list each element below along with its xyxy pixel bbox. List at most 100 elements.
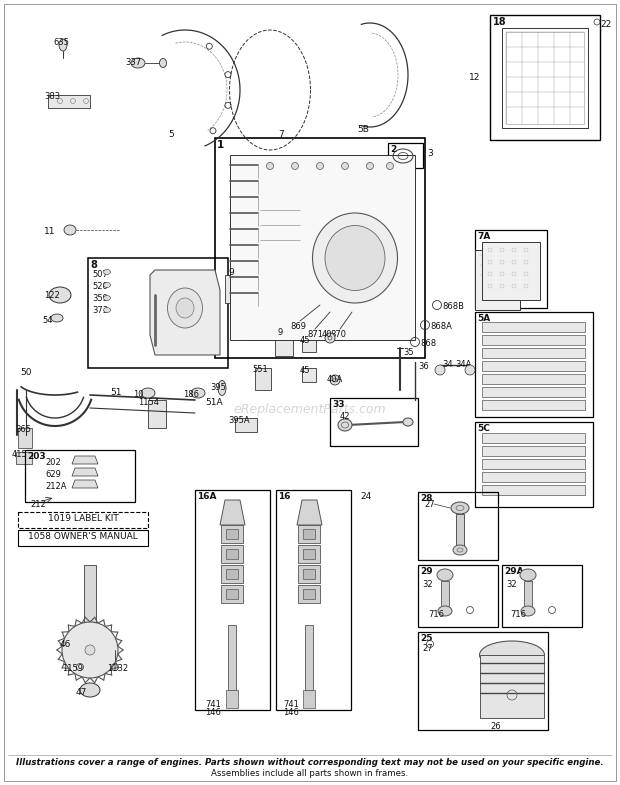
Text: 16A: 16A <box>197 492 216 501</box>
Ellipse shape <box>366 162 373 170</box>
Text: 122: 122 <box>44 291 60 300</box>
Ellipse shape <box>104 269 110 275</box>
Bar <box>275 330 293 356</box>
Text: 36: 36 <box>418 362 429 371</box>
Bar <box>490 15 600 140</box>
Bar <box>482 446 585 456</box>
Bar <box>302 338 316 352</box>
Bar <box>303 569 315 579</box>
Text: 1154: 1154 <box>138 398 159 407</box>
Text: 27: 27 <box>424 500 435 509</box>
Ellipse shape <box>167 288 203 328</box>
Bar <box>482 387 585 397</box>
Bar <box>330 398 418 446</box>
Bar <box>482 361 585 371</box>
Ellipse shape <box>435 365 445 375</box>
Text: 25: 25 <box>420 634 433 643</box>
Text: 34A: 34A <box>455 360 471 369</box>
Text: 40: 40 <box>322 330 332 339</box>
Text: 716: 716 <box>428 610 444 619</box>
Text: 11: 11 <box>44 227 56 236</box>
Text: 203: 203 <box>27 452 46 461</box>
Text: 1019 LABEL KIT: 1019 LABEL KIT <box>48 514 118 523</box>
Ellipse shape <box>325 333 335 343</box>
Text: 868B: 868B <box>442 302 464 311</box>
Ellipse shape <box>521 606 535 616</box>
Bar <box>506 32 584 124</box>
Ellipse shape <box>59 39 67 51</box>
Polygon shape <box>48 95 90 108</box>
Ellipse shape <box>438 606 452 616</box>
Text: 146: 146 <box>205 708 221 717</box>
Text: 7: 7 <box>278 130 284 139</box>
Ellipse shape <box>104 283 110 287</box>
Bar <box>298 585 320 603</box>
Text: 212A: 212A <box>45 482 66 491</box>
Bar <box>475 230 547 308</box>
Text: 365: 365 <box>15 425 31 434</box>
Bar <box>418 632 548 730</box>
Bar <box>524 581 532 609</box>
Text: 51A: 51A <box>205 398 223 407</box>
Ellipse shape <box>141 388 155 398</box>
Bar <box>502 565 582 627</box>
Bar <box>303 529 315 539</box>
Bar <box>475 312 593 417</box>
Ellipse shape <box>191 388 205 398</box>
Polygon shape <box>297 500 322 525</box>
Text: 2: 2 <box>390 145 396 154</box>
Text: 1058 OWNER'S MANUAL: 1058 OWNER'S MANUAL <box>28 532 138 541</box>
Ellipse shape <box>62 622 118 678</box>
Ellipse shape <box>80 683 100 697</box>
Text: 635: 635 <box>53 38 69 47</box>
Text: 1132: 1132 <box>107 664 128 673</box>
Bar <box>228 625 236 690</box>
Bar <box>221 565 243 583</box>
Text: 18: 18 <box>493 17 507 27</box>
Text: 186: 186 <box>183 390 199 399</box>
Bar <box>475 422 593 507</box>
Bar <box>258 200 303 285</box>
Ellipse shape <box>104 308 110 312</box>
Bar <box>258 155 408 200</box>
Text: 5: 5 <box>168 130 174 139</box>
Bar <box>16 452 32 464</box>
Text: 629: 629 <box>45 470 61 479</box>
Bar <box>195 490 270 710</box>
Text: 5B: 5B <box>357 125 369 134</box>
Polygon shape <box>230 155 415 340</box>
Bar <box>276 490 351 710</box>
Bar <box>18 512 148 528</box>
Text: 9: 9 <box>277 328 282 337</box>
Text: 202: 202 <box>45 458 61 467</box>
Text: 45: 45 <box>300 336 311 345</box>
Ellipse shape <box>386 162 394 170</box>
Bar <box>303 589 315 599</box>
Text: 34: 34 <box>442 360 453 369</box>
Bar <box>302 368 316 382</box>
Polygon shape <box>220 500 245 525</box>
Bar <box>502 28 588 128</box>
Bar <box>482 374 585 384</box>
Polygon shape <box>475 250 520 310</box>
Ellipse shape <box>64 225 76 235</box>
Text: 1: 1 <box>217 140 224 150</box>
Bar <box>84 565 96 635</box>
Bar <box>255 368 271 390</box>
Text: 35: 35 <box>403 348 414 357</box>
Ellipse shape <box>453 545 467 555</box>
Text: 1159: 1159 <box>62 664 83 673</box>
Text: 868A: 868A <box>430 322 452 331</box>
Polygon shape <box>482 242 540 300</box>
Ellipse shape <box>176 298 194 318</box>
Text: 869: 869 <box>290 322 306 331</box>
Text: 3: 3 <box>427 149 433 158</box>
Text: 395A: 395A <box>228 416 250 425</box>
Text: 12: 12 <box>469 74 480 82</box>
Text: 32: 32 <box>422 580 433 589</box>
Ellipse shape <box>49 287 71 303</box>
Ellipse shape <box>342 162 348 170</box>
Text: 8: 8 <box>90 260 97 270</box>
Bar <box>418 492 498 560</box>
Text: 24: 24 <box>360 492 371 501</box>
